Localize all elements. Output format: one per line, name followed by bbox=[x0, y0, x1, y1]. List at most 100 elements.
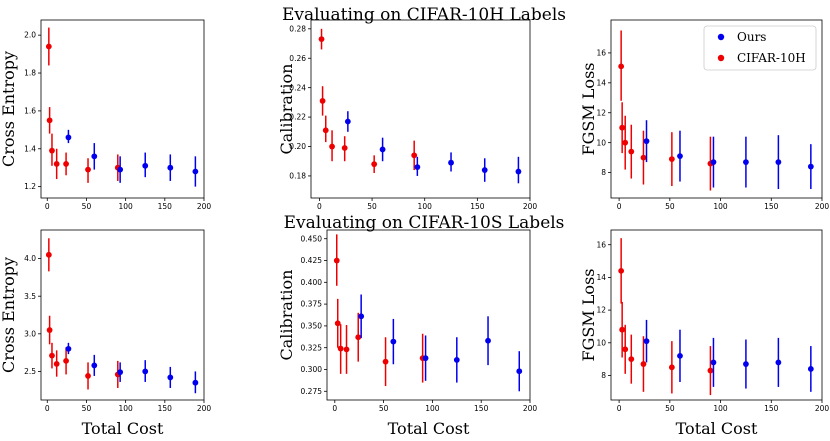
data-point bbox=[192, 168, 199, 175]
y-tick-label: 1.2 bbox=[24, 182, 36, 191]
y-tick-label: 14 bbox=[596, 78, 606, 87]
x-tick-label: 200 bbox=[815, 404, 830, 413]
x-tick-label: 100 bbox=[118, 202, 133, 211]
data-point bbox=[49, 147, 55, 154]
legend-box bbox=[703, 25, 817, 71]
data-point bbox=[807, 163, 814, 170]
series-ours bbox=[643, 120, 814, 190]
data-point bbox=[65, 134, 72, 141]
data-point bbox=[448, 159, 454, 166]
x-tick-label: 0 bbox=[617, 202, 622, 211]
bottom-fgsm-loss-panel: 0 50 100 150 200 8 10 12 14 16 FGSM Loss Total Cost bbox=[579, 229, 830, 438]
x-tick-label: 50 bbox=[367, 202, 377, 211]
x-tick-label: 0 bbox=[332, 404, 337, 413]
data-point bbox=[167, 374, 174, 381]
y-tick-label: 0.325 bbox=[301, 343, 323, 352]
series-ours bbox=[65, 342, 199, 394]
data-point bbox=[65, 345, 72, 352]
data-point bbox=[46, 327, 53, 333]
y-tick-label: 14 bbox=[596, 273, 606, 282]
data-point bbox=[53, 360, 60, 367]
bottom-fgsm-loss-frame bbox=[610, 229, 823, 401]
y-tick-label: 2.0 bbox=[24, 31, 36, 40]
series-cifar bbox=[333, 234, 426, 387]
data-point bbox=[743, 361, 749, 367]
data-point bbox=[344, 118, 351, 125]
data-point bbox=[318, 36, 325, 43]
x-tick-label: 100 bbox=[118, 404, 133, 413]
y-tick-label: 1.6 bbox=[24, 106, 36, 115]
y-tick-label: 12 bbox=[596, 306, 606, 315]
data-point bbox=[167, 164, 174, 171]
data-point bbox=[516, 368, 523, 375]
data-point bbox=[358, 313, 365, 320]
top-row-title: Evaluating on CIFAR-10H Labels bbox=[282, 5, 566, 25]
y-tick-label: 0.425 bbox=[301, 256, 323, 265]
y-tick-label: 16 bbox=[596, 240, 606, 249]
y-tick-label: 10 bbox=[596, 138, 606, 147]
legend-ours-label: Ours bbox=[737, 30, 766, 44]
x-tick-label: 0 bbox=[45, 202, 50, 211]
y-tick-label: 0.28 bbox=[289, 24, 306, 33]
x-tick-label: 150 bbox=[764, 404, 779, 413]
series-cifar bbox=[45, 27, 121, 183]
data-point bbox=[619, 326, 626, 333]
x-tick-label: 50 bbox=[665, 404, 675, 413]
x-tick-label: 50 bbox=[379, 404, 389, 413]
y-tick-label: 0.400 bbox=[301, 278, 323, 287]
x-tick-label: 200 bbox=[197, 202, 212, 211]
y-tick-label: 3.0 bbox=[24, 329, 36, 338]
data-point bbox=[640, 154, 647, 161]
x-tick-label: 0 bbox=[45, 404, 50, 413]
data-point bbox=[453, 356, 460, 363]
y-tick-label: 0.24 bbox=[289, 83, 306, 92]
y-axis-label: Calibration bbox=[277, 270, 296, 361]
data-point bbox=[142, 368, 149, 375]
data-point bbox=[91, 362, 98, 369]
y-tick-label: 0.300 bbox=[301, 365, 323, 374]
data-point bbox=[322, 127, 329, 134]
series-ours bbox=[65, 129, 199, 187]
bottom-calibration-frame bbox=[326, 229, 531, 401]
x-tick-label: 0 bbox=[317, 202, 322, 211]
data-point bbox=[618, 267, 625, 274]
x-tick-label: 150 bbox=[474, 404, 489, 413]
legend-cifar-marker bbox=[717, 54, 725, 62]
y-tick-label: 12 bbox=[596, 108, 606, 117]
data-point bbox=[319, 98, 326, 104]
legend-cifar-label: CIFAR-10H bbox=[737, 51, 806, 65]
top-fgsm-loss-frame bbox=[610, 19, 823, 199]
x-tick-label: 100 bbox=[418, 202, 433, 211]
series-ours bbox=[344, 111, 522, 184]
x-tick-label: 200 bbox=[197, 404, 212, 413]
x-tick-label: 200 bbox=[523, 404, 538, 413]
data-point bbox=[382, 358, 389, 365]
data-point bbox=[677, 352, 683, 359]
data-point bbox=[91, 153, 98, 160]
data-point bbox=[643, 138, 650, 145]
data-point bbox=[333, 257, 340, 264]
x-axis-label: Total Cost bbox=[676, 419, 758, 438]
y-tick-label: 0.20 bbox=[289, 142, 306, 151]
y-tick-label: 1.8 bbox=[24, 69, 36, 78]
x-tick-label: 200 bbox=[523, 202, 538, 211]
top-fgsm-loss-panel: 0 50 100 150 200 8 10 12 14 16 FGSM Loss bbox=[579, 19, 829, 211]
bottom-calibration-panel: 0 50 100 150 200 0.275 0.300 0.325 0.350 0.375 0.4… bbox=[277, 229, 538, 438]
data-point bbox=[414, 164, 421, 171]
data-point bbox=[411, 152, 418, 159]
y-tick-label: 0.18 bbox=[289, 172, 306, 181]
x-tick-label: 50 bbox=[82, 404, 92, 413]
x-tick-label: 150 bbox=[470, 202, 485, 211]
series-cifar bbox=[618, 238, 714, 396]
bottom-row-title: Evaluating on CIFAR-10S Labels bbox=[284, 213, 565, 233]
y-tick-label: 3.5 bbox=[24, 292, 36, 301]
data-point bbox=[677, 153, 683, 160]
legend: Ours CIFAR-10H bbox=[703, 25, 817, 71]
data-point bbox=[485, 337, 491, 344]
data-point bbox=[49, 352, 55, 359]
y-axis-label: FGSM Loss bbox=[579, 63, 598, 156]
y-tick-label: 0.350 bbox=[301, 321, 323, 330]
data-point bbox=[45, 251, 52, 258]
